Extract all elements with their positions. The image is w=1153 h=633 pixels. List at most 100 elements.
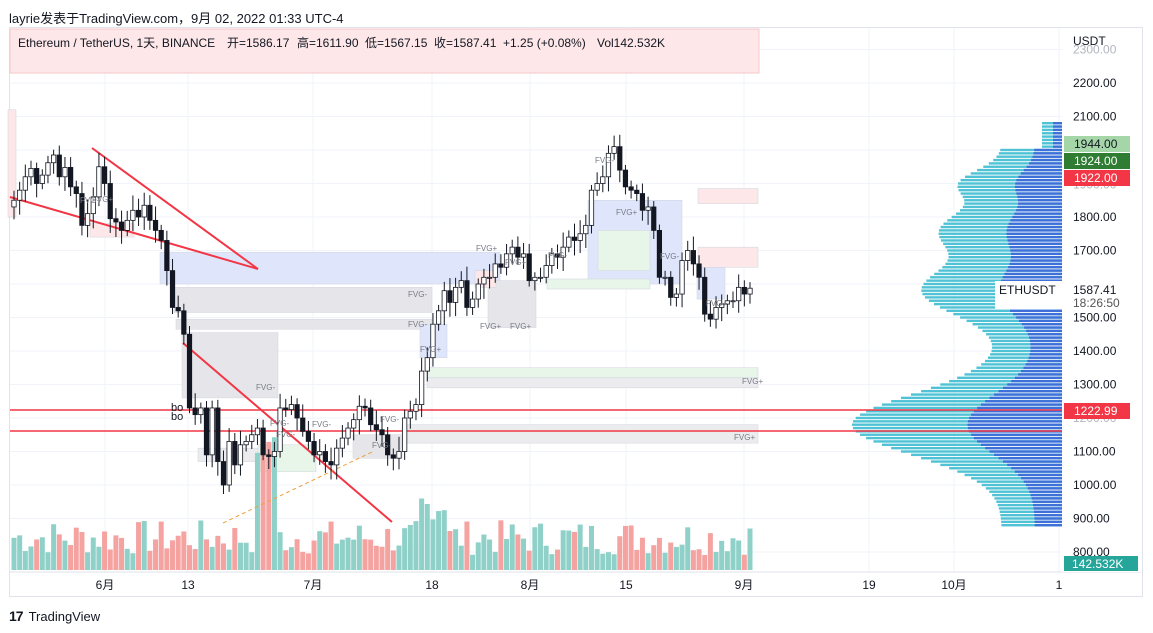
candle-body [254, 427, 261, 436]
price-badge [1064, 403, 1130, 419]
volume-bar [464, 521, 470, 570]
profile-bar-core [1012, 215, 1062, 219]
profile-bar [900, 396, 1062, 400]
candle-body [288, 404, 295, 411]
candle-body [351, 419, 357, 429]
profile-bar [938, 229, 1062, 232]
fvg-zone [487, 280, 537, 328]
fvg-zone [696, 267, 726, 300]
profile-bar-core [1014, 470, 1062, 473]
volume-bar [339, 539, 345, 570]
profile-bar [855, 416, 1062, 420]
profile-bar-core [1006, 229, 1062, 232]
profile-bar [998, 152, 1062, 155]
candle-body [345, 427, 351, 439]
profile-bar [1042, 145, 1062, 148]
profile-bar [939, 235, 1062, 239]
candle-body [424, 357, 430, 372]
volume-bar [475, 542, 481, 570]
profile-bar [923, 282, 1062, 286]
profile-bar-core [1006, 269, 1062, 272]
candle-body [634, 189, 640, 194]
profile-bar-core [1010, 219, 1062, 222]
fvg-zone [173, 287, 433, 313]
volume-bar [39, 537, 45, 570]
profile-bar [945, 262, 1062, 266]
profile-bar-core [1030, 346, 1062, 349]
time-tick: 7月 [304, 578, 323, 592]
candle-body [73, 186, 79, 194]
profile-bar-core [998, 390, 1062, 393]
candle-body [79, 193, 85, 226]
volume-profile [852, 122, 1062, 527]
volume-bar [356, 525, 362, 570]
volume-bar [45, 552, 51, 570]
candle-body [702, 276, 708, 315]
candle-body [509, 246, 515, 255]
candle-body [305, 430, 312, 442]
volume-bar [22, 550, 28, 570]
price-badge-text: 1924.00 [1074, 154, 1118, 168]
volume-bar [690, 550, 696, 570]
candle-body [605, 152, 612, 178]
volume-bar [628, 525, 634, 570]
volume-bar [430, 519, 436, 570]
profile-bar [873, 440, 1062, 443]
candle-body [662, 276, 668, 279]
candle-body [152, 219, 159, 231]
fvg-label: FVG- [312, 420, 331, 429]
volume-bar [402, 528, 408, 570]
candle-body [571, 236, 578, 241]
profile-bar-core [1002, 276, 1062, 279]
profile-bar-core [1021, 477, 1062, 480]
candle-body [175, 307, 181, 312]
profile-bar-core [1020, 369, 1062, 373]
volume-bar [588, 525, 594, 570]
volume-bar [328, 521, 334, 570]
profile-bar-core [973, 410, 1062, 413]
profile-bar-core [1017, 205, 1062, 209]
footer-brand[interactable]: 17 TradingView [9, 606, 100, 626]
profile-bar [946, 309, 1062, 312]
candle-body [232, 441, 238, 466]
candle-body [639, 193, 646, 211]
volume-bar [368, 539, 374, 570]
profile-bar-core [1007, 225, 1062, 229]
profile-bar-core [1053, 138, 1062, 142]
profile-bar [900, 450, 1062, 453]
profile-bar-core [1010, 252, 1062, 256]
fvg-zone [697, 246, 759, 268]
price-axis: 2200.00 2100.00 1800.00 1700.00 1500.00 1400.… [1062, 28, 1142, 572]
time-tick: 1 [1056, 578, 1063, 592]
candle-body [690, 250, 696, 265]
profile-bar [911, 393, 1062, 396]
volume-bar [617, 536, 623, 570]
volume-bar [237, 542, 243, 570]
profile-bar-core [1029, 336, 1062, 339]
profile-bar-core [1016, 316, 1062, 319]
profile-bar [1001, 520, 1062, 524]
candle-body [186, 333, 193, 409]
volume-bar [141, 521, 147, 570]
fvg-label: FVG- [595, 156, 614, 165]
profile-bar [987, 356, 1062, 359]
candle-body [396, 451, 402, 459]
volume-bar [521, 538, 527, 570]
legend-box [9, 28, 760, 74]
candle-body [34, 168, 40, 184]
price-badge-text: 1944.00 [1074, 137, 1118, 151]
candle-body [22, 176, 28, 191]
candle-body [520, 253, 527, 258]
time-tick: 18 [425, 578, 439, 592]
profile-bar-core [1053, 142, 1062, 145]
candle-body [209, 407, 215, 456]
volume-bar [215, 535, 221, 570]
candle-body [498, 263, 504, 268]
profile-bar-core [1010, 309, 1062, 312]
volume-bar [651, 545, 657, 570]
volume-bar [526, 550, 532, 570]
profile-bar-core [989, 396, 1062, 400]
profile-bar-core [1027, 359, 1062, 363]
profile-bar [997, 503, 1062, 507]
